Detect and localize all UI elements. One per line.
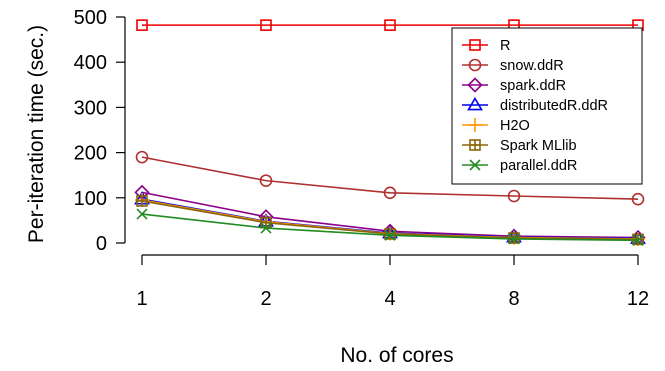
legend-marker xyxy=(469,159,481,171)
series-parallel-ddr xyxy=(136,208,644,246)
data-point-parallel-ddr xyxy=(384,229,396,241)
legend-marker xyxy=(469,139,481,151)
data-point-r xyxy=(136,19,148,31)
data-point-spark-mllib xyxy=(384,228,396,240)
data-point-snow-ddr xyxy=(135,150,149,164)
data-point-parallel-ddr xyxy=(632,234,644,246)
data-point-r xyxy=(384,19,396,31)
legend-marker xyxy=(469,39,481,51)
legend-item: Spark MLlib xyxy=(462,138,577,154)
data-point-snow-ddr xyxy=(259,174,273,187)
data-point-snow-ddr xyxy=(631,192,645,206)
x-tick-label: 8 xyxy=(508,288,519,310)
legend-label: parallel.ddR xyxy=(500,158,577,174)
x-tick-label: 4 xyxy=(384,288,395,310)
legend-box xyxy=(451,27,643,185)
y-tick-label: 400 xyxy=(74,52,107,74)
y-axis-title: Per-iteration time (sec.) xyxy=(25,25,48,243)
x-tick-label: 12 xyxy=(627,288,649,310)
legend-label: snow.ddR xyxy=(500,58,564,74)
y-tick-label: 100 xyxy=(74,188,107,210)
legend-marker xyxy=(467,77,483,93)
legend-item: snow.ddR xyxy=(462,58,564,74)
data-point-snow-ddr xyxy=(507,189,521,203)
x-tick-label: 1 xyxy=(136,288,147,310)
data-point-r xyxy=(260,19,272,31)
data-point-parallel-ddr xyxy=(260,222,272,234)
legend-item: H2O xyxy=(462,118,530,134)
series-line-snow-ddr xyxy=(141,156,639,200)
data-point-parallel-ddr xyxy=(136,208,148,220)
legend-item: spark.ddR xyxy=(462,77,566,94)
legend-label: R xyxy=(500,38,510,54)
x-tick-label: 2 xyxy=(260,288,271,310)
data-point-snow-ddr xyxy=(383,186,397,200)
legend-label: Spark MLlib xyxy=(500,138,577,154)
legend-item: R xyxy=(462,38,510,54)
y-tick-label: 300 xyxy=(74,97,107,119)
y-tick-label: 500 xyxy=(74,7,107,29)
x-axis-title: No. of cores xyxy=(340,344,453,367)
legend-marker xyxy=(468,58,482,72)
legend-label: distributedR.ddR xyxy=(500,98,608,114)
legend-marker xyxy=(467,96,483,111)
series-snow-ddr xyxy=(135,150,645,206)
y-tick-label: 0 xyxy=(96,233,107,255)
legend-marker xyxy=(468,118,482,132)
series-r xyxy=(136,19,644,31)
series-layer xyxy=(134,19,646,246)
legend-label: spark.ddR xyxy=(500,78,566,94)
legend-item: distributedR.ddR xyxy=(462,96,608,114)
y-tick-label: 200 xyxy=(74,143,107,165)
data-point-parallel-ddr xyxy=(508,233,520,245)
y-axis: 0 100 200 300 400 500 xyxy=(74,7,126,255)
data-point-spark-mllib xyxy=(136,195,148,207)
legend-label: H2O xyxy=(500,118,530,134)
legend-item: parallel.ddR xyxy=(462,158,577,174)
x-axis: 1 2 4 8 12 xyxy=(136,254,649,310)
